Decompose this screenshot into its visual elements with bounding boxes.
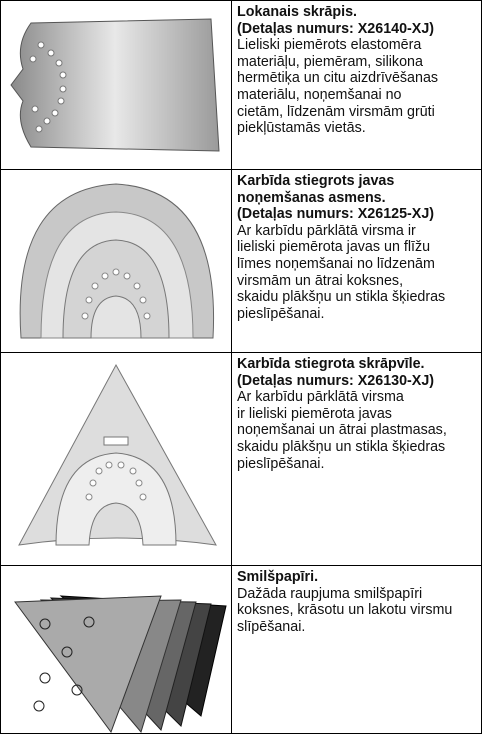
image-cell (1, 353, 232, 565)
image-cell (1, 170, 232, 352)
item-title: (Detaļas numurs: X26130-XJ) (237, 372, 435, 389)
item-text: materiālu, noņemšanai no (237, 86, 402, 103)
item-text: skaidu plākšņu un stikla šķiedras (237, 438, 446, 455)
item-text: Ar karbīdu pārklātā virsma ir (237, 222, 416, 239)
item-title: Karbīda stiegrota skrāpvīle. (237, 356, 425, 372)
description: Smilšpapīri. Dažāda raupjuma smilšpapīri k… (237, 569, 481, 635)
item-text: ir lieliski piemērota javas (237, 405, 392, 422)
item-text: Ar karbīdu pārklātā virsma (237, 389, 404, 406)
rasp-image (18, 363, 217, 546)
item-title: (Detaļas numurs: X26140-XJ) (237, 20, 435, 37)
table-row: Lokanais skrāpis. (Detaļas numurs: X26140… (0, 0, 482, 170)
item-title: Lokanais skrāpis. (237, 4, 357, 20)
table-row: Smilšpapīri. Dažāda raupjuma smilšpapīri k… (0, 565, 482, 734)
description: Lokanais skrāpis. (Detaļas numurs: X26140… (237, 4, 481, 137)
item-text: slīpēšanai. (237, 618, 306, 635)
item-text: Dažāda raupjuma smilšpapīri (237, 585, 423, 602)
item-text: pieslīpēšanai. (237, 455, 325, 472)
item-title: noņemšanas asmens. (237, 189, 386, 206)
item-text: pieslīpēšanai. (237, 305, 325, 322)
item-title: Karbīda stiegrots javas (237, 173, 395, 189)
item-text: Lieliski piemērots elastomēra (237, 37, 422, 54)
image-cell (1, 1, 232, 169)
table-row: Karbīda stiegrots javas noņemšanas asmens… (0, 169, 482, 353)
item-text: materiāļu, piemēram, silikona (237, 53, 423, 70)
sandpaper-image (14, 595, 227, 734)
item-text: līmes noņemšanai no līdzenām (237, 255, 435, 272)
table-row: Karbīda stiegrota skrāpvīle. (Detaļas num… (0, 352, 482, 566)
description: Karbīda stiegrots javas noņemšanas asmens… (237, 173, 481, 322)
description: Karbīda stiegrota skrāpvīle. (Detaļas num… (237, 356, 481, 472)
blade-image (19, 183, 215, 339)
item-text: lieliski piemērota javas un flīžu (237, 239, 431, 256)
item-text: hermētiķa un citu aizdrīvēšanas (237, 70, 439, 87)
item-title: Smilšpapīri. (237, 569, 319, 585)
item-text: noņemšanai un ātrai plastmasas, (237, 422, 447, 439)
item-text: koksnes, krāsotu un lakotu virsmu (237, 602, 453, 619)
item-text: piekļūstamās vietās. (237, 120, 366, 137)
scraper-image (10, 18, 220, 152)
item-text: virsmām un ātrai koksnes, (237, 272, 404, 289)
item-text: cietām, līdzenām virsmām grūti (237, 103, 435, 120)
image-cell (1, 566, 232, 734)
item-text: skaidu plākšņu un stikla šķiedras (237, 289, 446, 306)
item-title: (Detaļas numurs: X26125-XJ) (237, 206, 435, 223)
